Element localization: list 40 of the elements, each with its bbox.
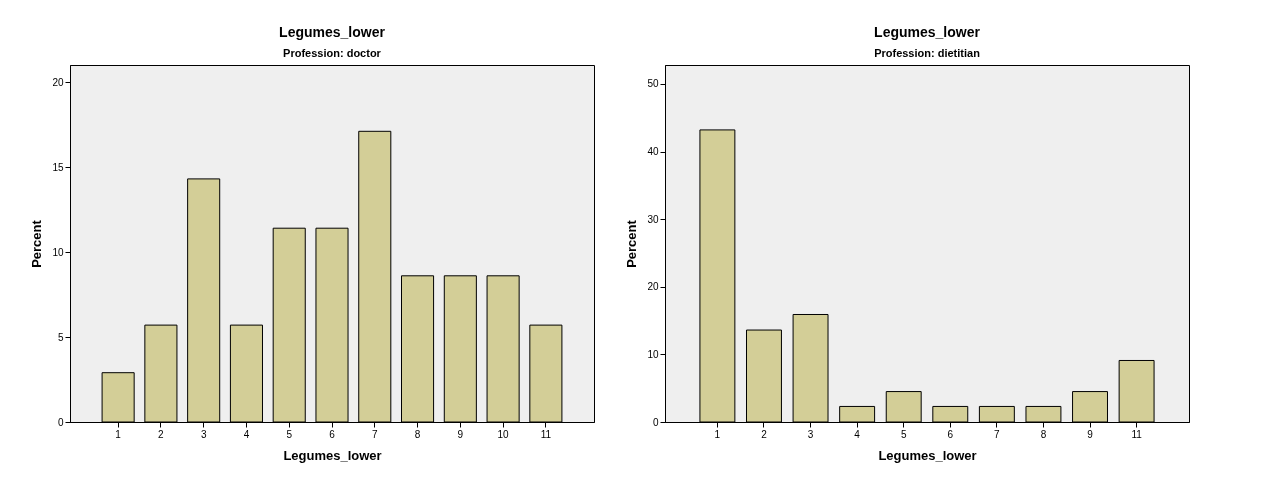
x-tick-label: 1: [115, 428, 122, 440]
chart-subtitle: Profession: doctor: [283, 47, 382, 59]
y-tick-label: 0: [57, 416, 64, 428]
x-tick-label: 10: [497, 428, 510, 440]
x-tick-label: 8: [414, 428, 421, 440]
chart-title: Legumes_lower: [874, 24, 981, 40]
x-axis-title: Legumes_lower: [878, 447, 977, 463]
x-tick-label: 9: [457, 428, 464, 440]
x-tick-label: 6: [947, 428, 954, 440]
x-tick-label: 5: [286, 428, 293, 440]
y-tick-label: 30: [647, 213, 659, 225]
x-tick-label: 6: [329, 428, 336, 440]
y-tick-label: 10: [647, 348, 659, 360]
x-tick-label: 11: [540, 428, 552, 440]
x-tick-label: 3: [807, 428, 814, 440]
x-axis-title: Legumes_lower: [283, 447, 382, 463]
chart-subtitle: Profession: dietitian: [874, 47, 981, 59]
y-tick-label: 20: [647, 281, 659, 293]
x-tick-label: 8: [1040, 428, 1047, 440]
x-tick-label: 5: [900, 428, 907, 440]
y-tick-label: 15: [52, 161, 64, 173]
x-tick-label: 1: [714, 428, 721, 440]
y-tick-label: 20: [52, 76, 64, 88]
x-tick-label: 11: [1131, 428, 1143, 440]
y-axis-title: Percent: [29, 219, 45, 268]
x-tick-label: 2: [761, 428, 768, 440]
x-tick-label: 9: [1087, 428, 1094, 440]
x-tick-label: 3: [200, 428, 207, 440]
x-tick-label: 4: [243, 428, 250, 440]
y-tick-label: 40: [647, 146, 659, 158]
y-tick-label: 5: [57, 331, 64, 343]
x-tick-label: 7: [371, 428, 378, 440]
y-tick-label: 0: [652, 416, 659, 428]
y-axis-title: Percent: [624, 219, 640, 268]
x-tick-label: 2: [158, 428, 165, 440]
x-tick-label: 7: [994, 428, 1001, 440]
x-tick-label: 4: [854, 428, 861, 440]
y-tick-label: 50: [647, 78, 659, 90]
y-tick-label: 10: [52, 246, 64, 258]
chart-title: Legumes_lower: [279, 24, 386, 40]
